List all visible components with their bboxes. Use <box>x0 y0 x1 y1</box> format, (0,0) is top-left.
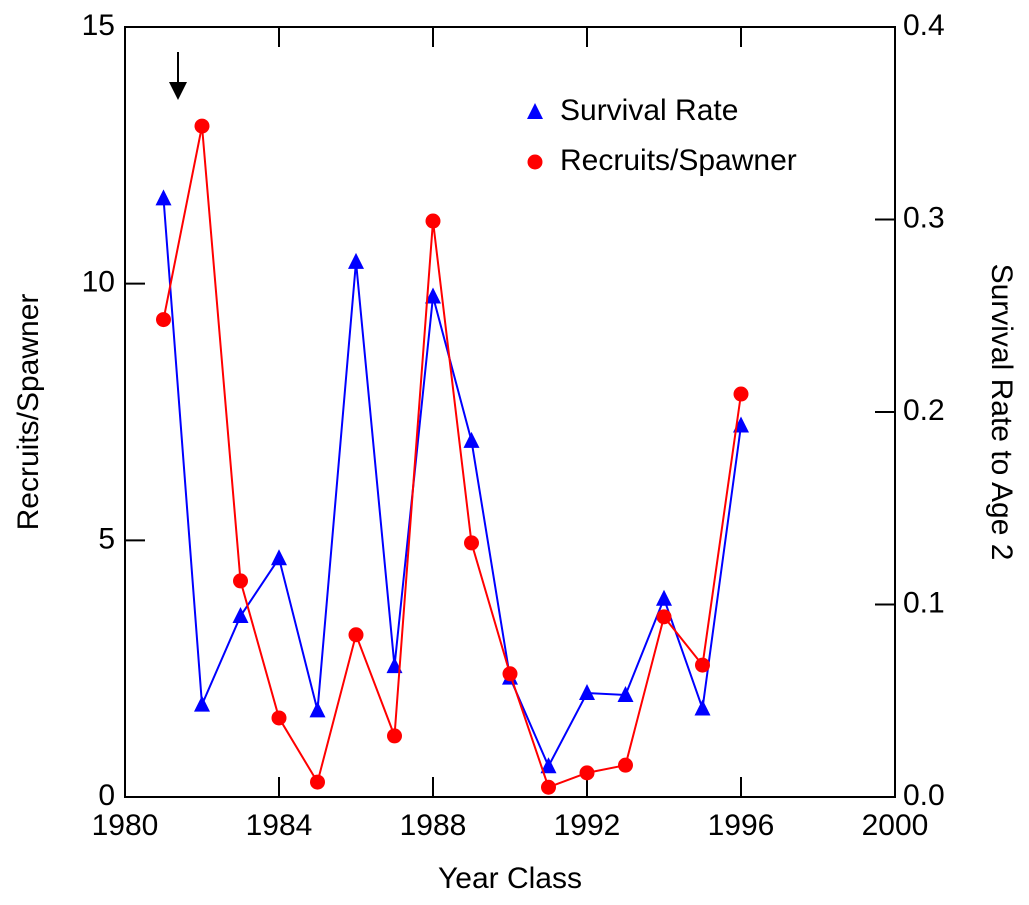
circle-marker <box>656 609 672 625</box>
y2-tick-label: 0.4 <box>903 9 945 42</box>
circle-marker <box>541 779 556 795</box>
y2-tick-label: 0.0 <box>903 779 945 812</box>
circle-marker <box>502 666 518 682</box>
x-tick-label: 1996 <box>708 809 775 842</box>
legend-label: Recruits/Spawner <box>560 144 797 177</box>
x-tick-label: 2000 <box>862 809 929 842</box>
y-tick-label: 15 <box>82 9 115 42</box>
circle-marker <box>387 728 402 744</box>
triangle-marker <box>271 549 287 566</box>
y-axis-label: Recruits/Spawner <box>12 294 45 531</box>
x-tick-label: 1992 <box>554 809 621 842</box>
triangle-marker <box>527 103 543 119</box>
triangle-marker <box>617 685 634 702</box>
circle-marker <box>310 774 325 790</box>
circle-marker <box>695 657 710 673</box>
triangle-marker <box>579 684 595 701</box>
triangle-marker <box>309 701 326 718</box>
triangle-marker <box>348 252 364 269</box>
x-tick-label: 1988 <box>400 809 467 842</box>
series-line <box>162 198 742 769</box>
circle-marker <box>194 118 210 134</box>
y2-tick-label: 0.1 <box>903 586 945 619</box>
triangle-marker <box>194 695 210 712</box>
circle-marker <box>233 573 248 589</box>
y-tick-label: 10 <box>82 266 115 299</box>
x-tick-label: 1980 <box>92 809 159 842</box>
y2-axis-label: Survival Rate to Age 2 <box>985 264 1018 561</box>
y2-tick-label: 0.3 <box>903 201 945 234</box>
y-tick-label: 0 <box>98 779 115 812</box>
legend-label: Survival Rate <box>560 94 738 127</box>
triangle-marker <box>540 757 557 774</box>
circle-marker <box>527 154 543 170</box>
series-line <box>162 125 742 789</box>
triangle-marker <box>463 431 480 448</box>
triangle-marker <box>656 589 672 606</box>
triangle-marker <box>155 189 172 206</box>
circle-marker <box>618 757 633 773</box>
triangle-marker <box>694 699 711 716</box>
circle-marker <box>271 710 287 726</box>
circle-marker <box>733 386 749 402</box>
x-tick-label: 1984 <box>246 809 313 842</box>
x-axis-label: Year Class <box>438 862 582 895</box>
triangle-marker <box>425 287 441 304</box>
y2-tick-label: 0.2 <box>903 394 945 427</box>
circle-marker <box>579 765 595 781</box>
circle-marker <box>156 312 171 328</box>
circle-marker <box>464 535 479 551</box>
y-tick-label: 5 <box>98 522 115 555</box>
arrow-annotation <box>169 52 187 100</box>
circle-marker <box>348 627 364 643</box>
circle-marker <box>425 213 441 229</box>
triangle-marker <box>232 607 249 624</box>
